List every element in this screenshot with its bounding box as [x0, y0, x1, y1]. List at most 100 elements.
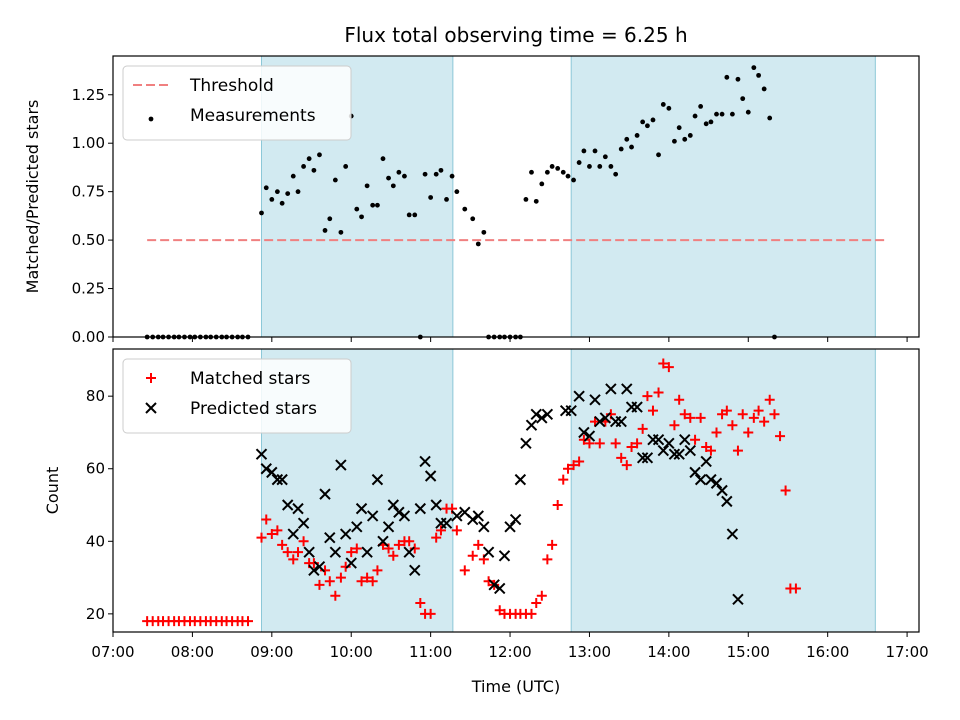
y-tick-label: 0.25: [72, 280, 105, 298]
predicted-star-point: [281, 499, 294, 511]
measurement-point: [380, 156, 386, 162]
measurement-point: [428, 195, 434, 200]
matched-star-point: [451, 525, 462, 536]
predicted-star-point: [668, 448, 681, 460]
y-tick-label: 80: [86, 387, 105, 405]
measurement-point: [571, 177, 576, 183]
top-panel: 0.00 0.25 0.50 0.75 1.00 1.25 Matched/Predicte…: [23, 55, 920, 346]
predicted-star-point: [657, 444, 670, 457]
matched-star-point: [293, 547, 304, 558]
measurement-point: [729, 111, 735, 117]
matched-star-point: [351, 543, 362, 554]
measurement-point: [634, 133, 640, 138]
matched-star-point: [261, 514, 272, 525]
predicted-star-point: [366, 510, 379, 522]
measurement-point: [529, 169, 534, 175]
predicted-star-point: [409, 564, 421, 577]
measurement-point: [481, 229, 487, 235]
measurement-point: [703, 121, 709, 127]
measurement-point: [444, 197, 449, 202]
x-tick-label: 08:00: [171, 643, 214, 661]
measurement-point: [263, 185, 269, 191]
predicted-star-point: [345, 557, 357, 569]
matched-star-point: [282, 547, 293, 558]
legend-entry-label: Threshold: [189, 76, 274, 96]
predicted-star-point: [710, 477, 723, 489]
y-axis-label: Count: [43, 467, 62, 515]
matched-star-point: [632, 438, 643, 449]
matched-star-point: [256, 532, 267, 543]
predicted-star-point: [726, 528, 739, 540]
x-tick-label: 10:00: [330, 643, 373, 661]
measurement-point: [454, 189, 460, 195]
measurement-point: [274, 189, 280, 195]
measurement-point: [645, 123, 650, 129]
predicted-star-point: [260, 463, 272, 475]
predicted-star-point: [494, 582, 506, 595]
predicted-star-point: [482, 546, 495, 558]
x-tick-label: 16:00: [806, 643, 849, 661]
predicted-star-point: [565, 404, 577, 417]
matched-star-point: [536, 590, 547, 601]
x-tick-label: 15:00: [727, 643, 770, 661]
y-tick-label: 0.50: [72, 231, 105, 249]
matched-star-point: [705, 445, 716, 456]
measurement-point: [354, 206, 360, 212]
matched-star-point: [473, 539, 484, 550]
matched-star-point: [721, 405, 732, 416]
matched-star-point: [277, 539, 288, 550]
predicted-star-point: [339, 528, 352, 540]
predicted-star-point: [329, 546, 342, 558]
measurement-point: [576, 160, 582, 165]
predicted-star-point: [313, 560, 326, 573]
predicted-star-point: [440, 517, 453, 529]
matched-star-point: [298, 536, 309, 547]
measurement-point: [544, 169, 550, 175]
measurement-point: [714, 111, 719, 117]
measurement-point: [660, 102, 666, 107]
predicted-star-point: [387, 499, 400, 511]
x-tick-label: 11:00: [409, 643, 452, 661]
matched-star-point: [674, 394, 685, 405]
predicted-star-point: [351, 521, 363, 533]
measurement-point: [640, 119, 646, 125]
measurement-point: [692, 113, 698, 119]
axes-frame: [112, 348, 920, 633]
matched-star-point: [610, 438, 621, 449]
predicted-star-point: [504, 521, 516, 533]
predicted-star-point: [721, 495, 733, 508]
matched-star-point: [764, 394, 775, 405]
predicted-star-point: [689, 466, 701, 479]
x-tick-label: 12:00: [488, 643, 531, 661]
matched-star-point: [288, 554, 299, 565]
measurement-point: [438, 167, 444, 173]
measurement-point: [422, 171, 428, 177]
matched-star-point: [552, 500, 563, 511]
measurement-point: [406, 212, 412, 218]
matched-star-point: [242, 616, 253, 627]
predicted-star-point: [467, 513, 479, 526]
measurement-point: [613, 171, 619, 177]
matched-star-point: [626, 441, 637, 452]
measurement-point: [549, 164, 555, 169]
predicted-star-point: [599, 412, 612, 424]
predicted-star-point: [430, 499, 442, 511]
predicted-star-point: [403, 546, 415, 558]
matched-star-point: [732, 445, 743, 456]
measurement-point: [301, 164, 306, 169]
predicted-star-point: [292, 502, 304, 515]
x-tick-label: 09:00: [250, 643, 293, 661]
predicted-star-point: [424, 470, 437, 482]
predicted-star-point: [573, 390, 585, 402]
predicted-star-point: [324, 531, 336, 544]
measurement-point: [656, 152, 661, 158]
predicted-star-point: [536, 412, 548, 424]
measurement-point: [555, 166, 561, 171]
x-tick-label: 07:00: [91, 643, 134, 661]
predicted-star-point: [287, 528, 299, 540]
matched-star-point: [335, 572, 346, 583]
matched-star-point: [404, 536, 415, 547]
x-axis-label: Time (UTC): [471, 677, 560, 696]
measurement-point: [475, 241, 481, 247]
chart-title: Flux total observing time = 6.25 h: [344, 23, 687, 47]
